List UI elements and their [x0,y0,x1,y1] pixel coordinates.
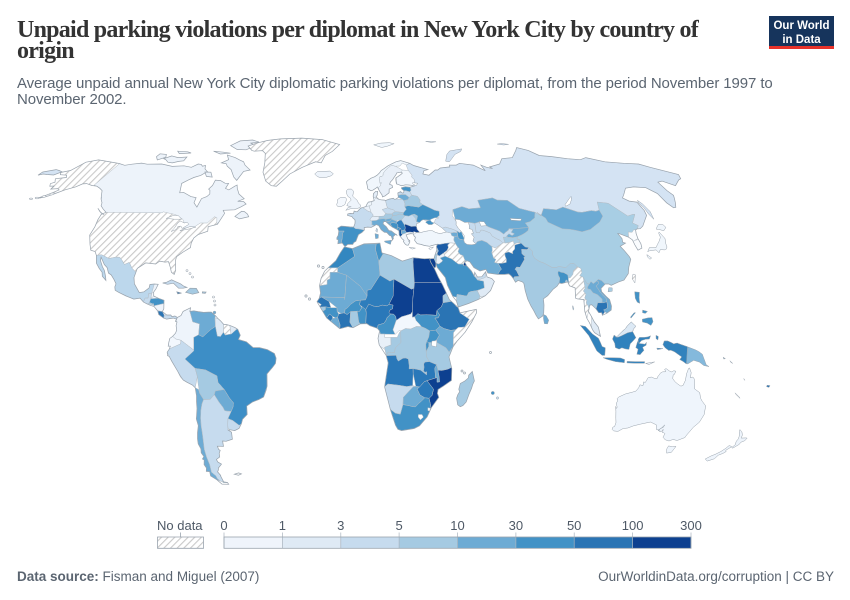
svg-text:50: 50 [567,518,581,533]
svg-text:No data: No data [157,518,203,533]
svg-text:3: 3 [337,518,344,533]
svg-text:100: 100 [622,518,644,533]
svg-text:300: 300 [680,518,702,533]
svg-text:1: 1 [279,518,286,533]
svg-text:5: 5 [395,518,402,533]
svg-text:0: 0 [220,518,227,533]
svg-text:30: 30 [509,518,523,533]
svg-text:10: 10 [450,518,464,533]
